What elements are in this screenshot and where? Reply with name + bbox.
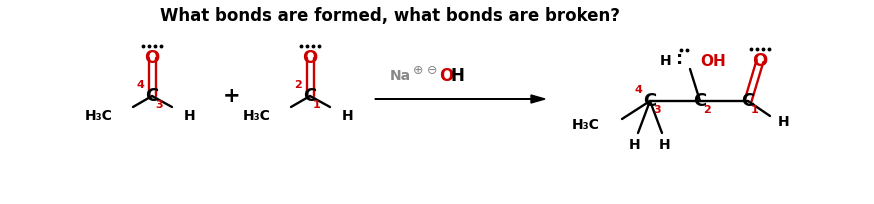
Text: H: H	[778, 115, 789, 129]
Text: O: O	[302, 49, 317, 67]
Text: H: H	[342, 109, 354, 123]
Text: H₃C: H₃C	[572, 118, 600, 132]
Text: 4: 4	[136, 80, 144, 90]
Text: Na: Na	[390, 69, 411, 83]
Text: C: C	[303, 87, 316, 105]
Text: OH: OH	[700, 53, 725, 69]
Text: H: H	[629, 138, 641, 152]
Text: $\oplus$: $\oplus$	[413, 64, 424, 78]
Text: 2: 2	[295, 80, 302, 90]
Text: H₃C: H₃C	[243, 109, 271, 123]
Text: 1: 1	[751, 105, 759, 115]
Text: C: C	[693, 92, 706, 110]
Text: C: C	[145, 87, 158, 105]
Text: O: O	[439, 67, 453, 85]
Text: 2: 2	[703, 105, 711, 115]
Text: H: H	[184, 109, 196, 123]
Text: C: C	[643, 92, 656, 110]
Text: :: :	[676, 50, 683, 68]
Text: 3: 3	[156, 100, 163, 110]
Text: O: O	[144, 49, 160, 67]
Text: 4: 4	[634, 85, 642, 95]
Text: H: H	[660, 54, 672, 68]
Text: $\ominus$: $\ominus$	[427, 64, 438, 78]
Text: 3: 3	[653, 105, 661, 115]
Text: H₃C: H₃C	[85, 109, 113, 123]
Text: 1: 1	[313, 100, 321, 110]
Text: H: H	[450, 67, 464, 85]
Text: H: H	[659, 138, 671, 152]
Text: O: O	[753, 52, 767, 70]
FancyArrow shape	[375, 95, 545, 103]
Text: +: +	[223, 86, 241, 106]
Text: C: C	[741, 92, 754, 110]
Text: What bonds are formed, what bonds are broken?: What bonds are formed, what bonds are br…	[160, 7, 620, 25]
